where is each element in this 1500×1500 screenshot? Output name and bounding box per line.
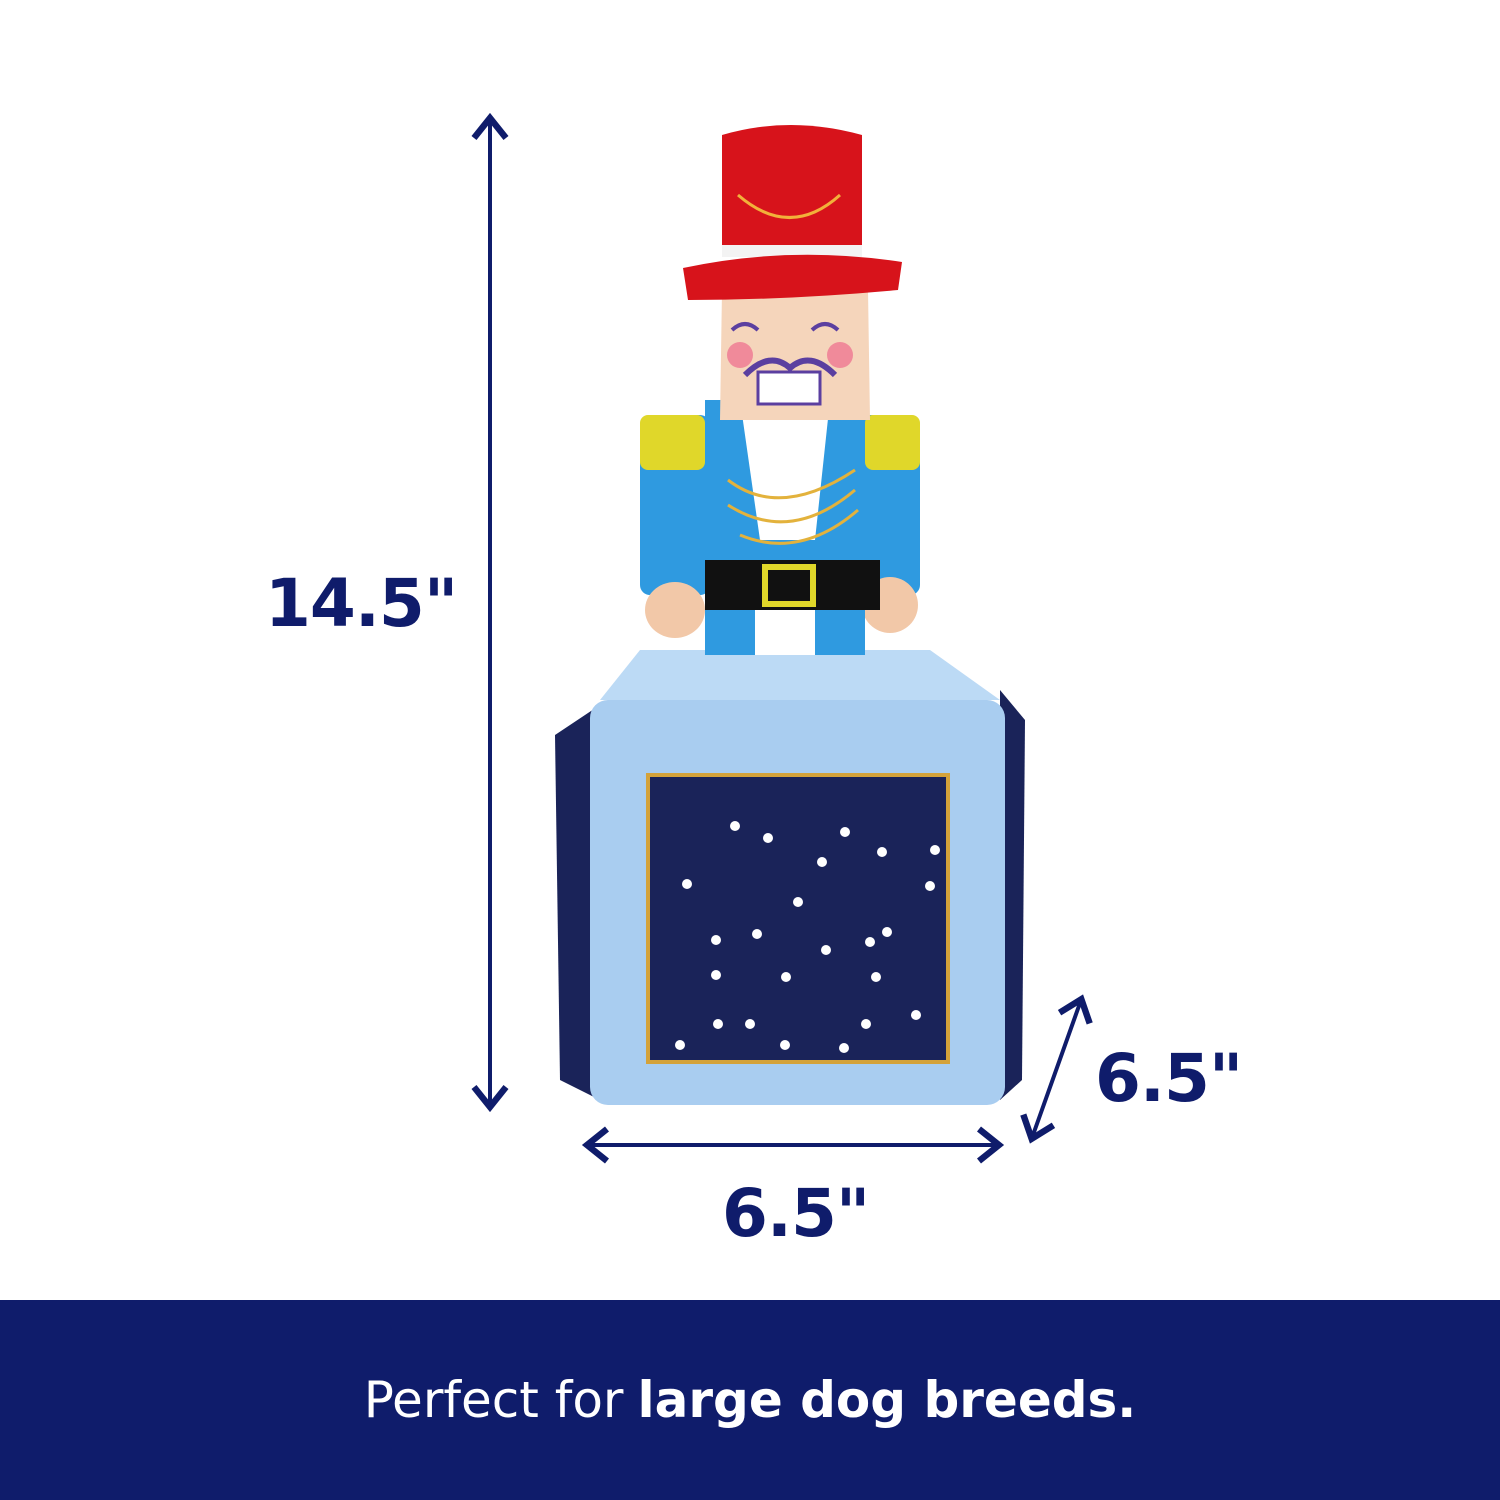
banner-text-regular: Perfect for <box>363 1371 624 1429</box>
banner: Perfect for large dog breeds. <box>0 1300 1500 1500</box>
height-label: 14.5" <box>265 565 458 642</box>
depth-label: 6.5" <box>1095 1040 1243 1117</box>
depth-arrow <box>1020 994 1093 1144</box>
nutcracker-toy <box>555 125 1025 1105</box>
width-label: 6.5" <box>722 1175 870 1252</box>
banner-text-bold: large dog breeds. <box>637 1371 1137 1429</box>
